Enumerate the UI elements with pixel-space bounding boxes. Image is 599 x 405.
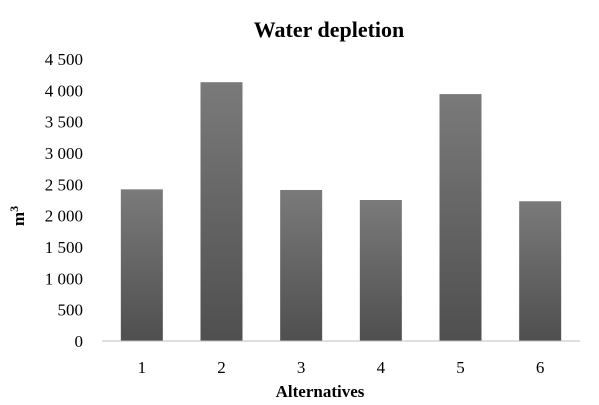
x-tick-label: 1 <box>138 358 147 377</box>
y-tick-label: 2 000 <box>45 207 83 226</box>
y-tick-label: 2 500 <box>45 175 83 194</box>
x-axis: 1 2 3 4 5 6 <box>138 358 545 377</box>
x-tick-label: 3 <box>297 358 306 377</box>
bar-6 <box>519 201 562 341</box>
y-tick-label: 500 <box>58 301 84 320</box>
bar-5 <box>439 94 482 342</box>
y-axis-label-base: m <box>9 212 28 226</box>
x-tick-label: 5 <box>456 358 465 377</box>
y-tick-label: 1 000 <box>45 269 83 288</box>
y-axis-label: m3 <box>7 206 28 226</box>
x-tick-label: 6 <box>536 358 545 377</box>
bar-2 <box>200 82 243 341</box>
x-tick-label: 4 <box>377 358 386 377</box>
y-tick-label: 4 000 <box>45 81 83 100</box>
y-tick-label: 3 500 <box>45 113 83 132</box>
y-axis-label-superscript: 3 <box>7 206 21 212</box>
y-tick-label: 0 <box>75 332 84 351</box>
y-tick-label: 1 500 <box>45 238 83 257</box>
x-axis-label: Alternatives <box>276 382 365 401</box>
x-tick-label: 2 <box>217 358 226 377</box>
y-tick-label: 3 000 <box>45 144 83 163</box>
bar-3 <box>280 189 323 341</box>
y-tick-label: 4 500 <box>45 50 83 69</box>
chart-title: Water depletion <box>254 17 405 42</box>
y-axis: 0 500 1 000 1 500 2 000 2 500 3 000 3 500 4 000 4… <box>45 50 83 351</box>
bars <box>120 82 562 342</box>
bar-4 <box>359 200 402 341</box>
bar-1 <box>120 189 163 341</box>
